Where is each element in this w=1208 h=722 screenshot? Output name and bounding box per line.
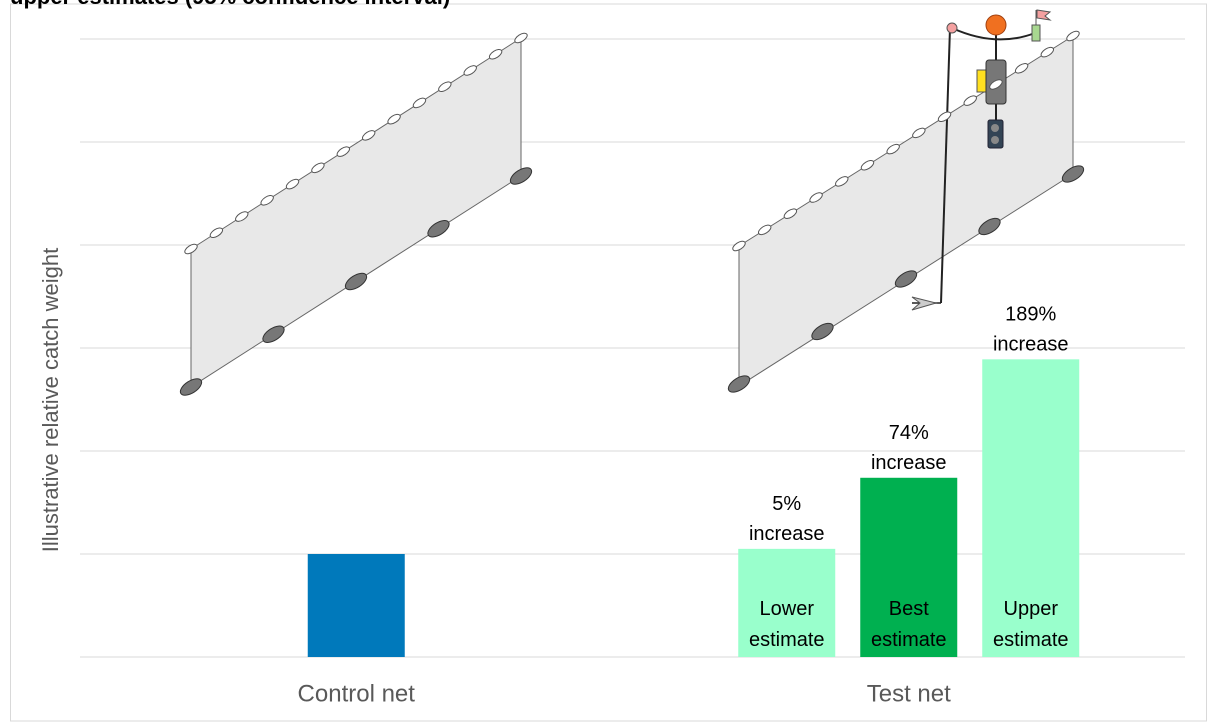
chart-title: upper estimates (95% confidence interval… bbox=[10, 0, 450, 9]
chart: upper estimates (95% confidence interval… bbox=[0, 0, 1208, 722]
bar bbox=[308, 554, 405, 657]
value-label: 74%increase bbox=[871, 422, 947, 474]
x-tick-label: Control net bbox=[298, 680, 416, 707]
control-net-illustration bbox=[178, 31, 535, 398]
y-axis-label: Illustrative relative catch weight bbox=[38, 248, 63, 552]
x-tick-label: Test net bbox=[867, 680, 951, 707]
value-label: 189%increase bbox=[993, 304, 1069, 356]
value-label: 5%increase bbox=[749, 493, 825, 545]
